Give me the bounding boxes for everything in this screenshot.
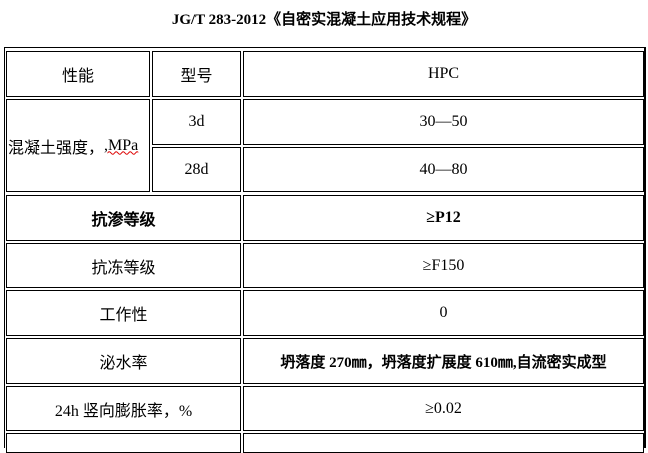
header-type: HPC [243, 51, 644, 97]
document-title: JG/T 283-2012《自密实混凝土应用技术规程》 [171, 12, 477, 28]
strength-label-unit: ,MPa [104, 136, 139, 154]
row-value: ≥F150 [243, 243, 644, 288]
row-label: 工作性 [6, 290, 241, 336]
row-label: 抗冻等级 [6, 243, 241, 288]
row-value-partial [243, 433, 644, 453]
strength-label: 混凝土强度， ,MPa [6, 99, 150, 192]
row-label: 24h 竖向膨胀率，% [6, 386, 241, 431]
spec-table [4, 47, 646, 448]
strength-value-3d: 30—50 [243, 99, 644, 145]
row-label: 抗渗等级 [6, 195, 241, 241]
row-value: ≥0.02 [243, 386, 644, 431]
header-model: 型号 [152, 51, 241, 97]
strength-age-3d: 3d [152, 99, 241, 145]
row-label: 泌水率 [6, 338, 241, 384]
row-value: 坍落度 270㎜，坍落度扩展度 610㎜,自流密实成型 [243, 338, 644, 384]
row-value: 0 [243, 290, 644, 336]
row-value: ≥P12 [243, 195, 644, 241]
strength-value-28d: 40—80 [243, 147, 644, 192]
row-label-partial [6, 433, 241, 453]
strength-age-28d: 28d [152, 147, 241, 192]
strength-label-prefix: 混凝土强度， [8, 139, 105, 157]
header-property: 性能 [6, 51, 150, 97]
